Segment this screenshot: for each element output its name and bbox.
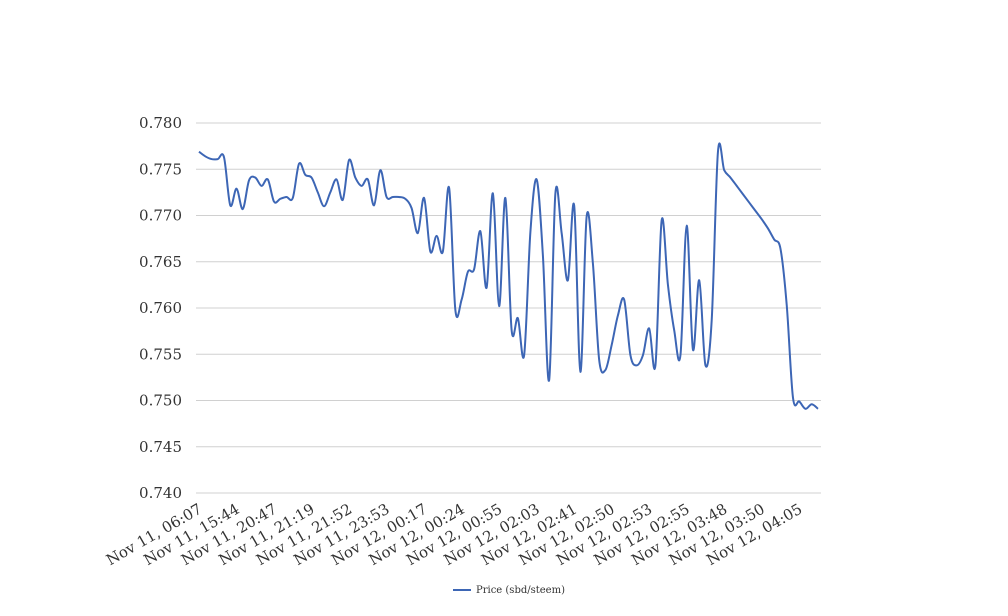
y-tick-label: 0.760 bbox=[139, 299, 182, 317]
y-tick-label: 0.740 bbox=[139, 484, 182, 502]
y-tick-label: 0.770 bbox=[139, 207, 182, 225]
y-tick-label: 0.750 bbox=[139, 392, 182, 410]
y-tick-label: 0.780 bbox=[139, 114, 182, 132]
y-tick-label: 0.775 bbox=[139, 160, 182, 178]
y-tick-label: 0.755 bbox=[139, 345, 182, 363]
y-tick-label: 0.745 bbox=[139, 438, 182, 456]
y-tick-label: 0.765 bbox=[139, 253, 182, 271]
legend-label: Price (sbd/steem) bbox=[476, 585, 565, 596]
price-line bbox=[198, 142, 819, 410]
